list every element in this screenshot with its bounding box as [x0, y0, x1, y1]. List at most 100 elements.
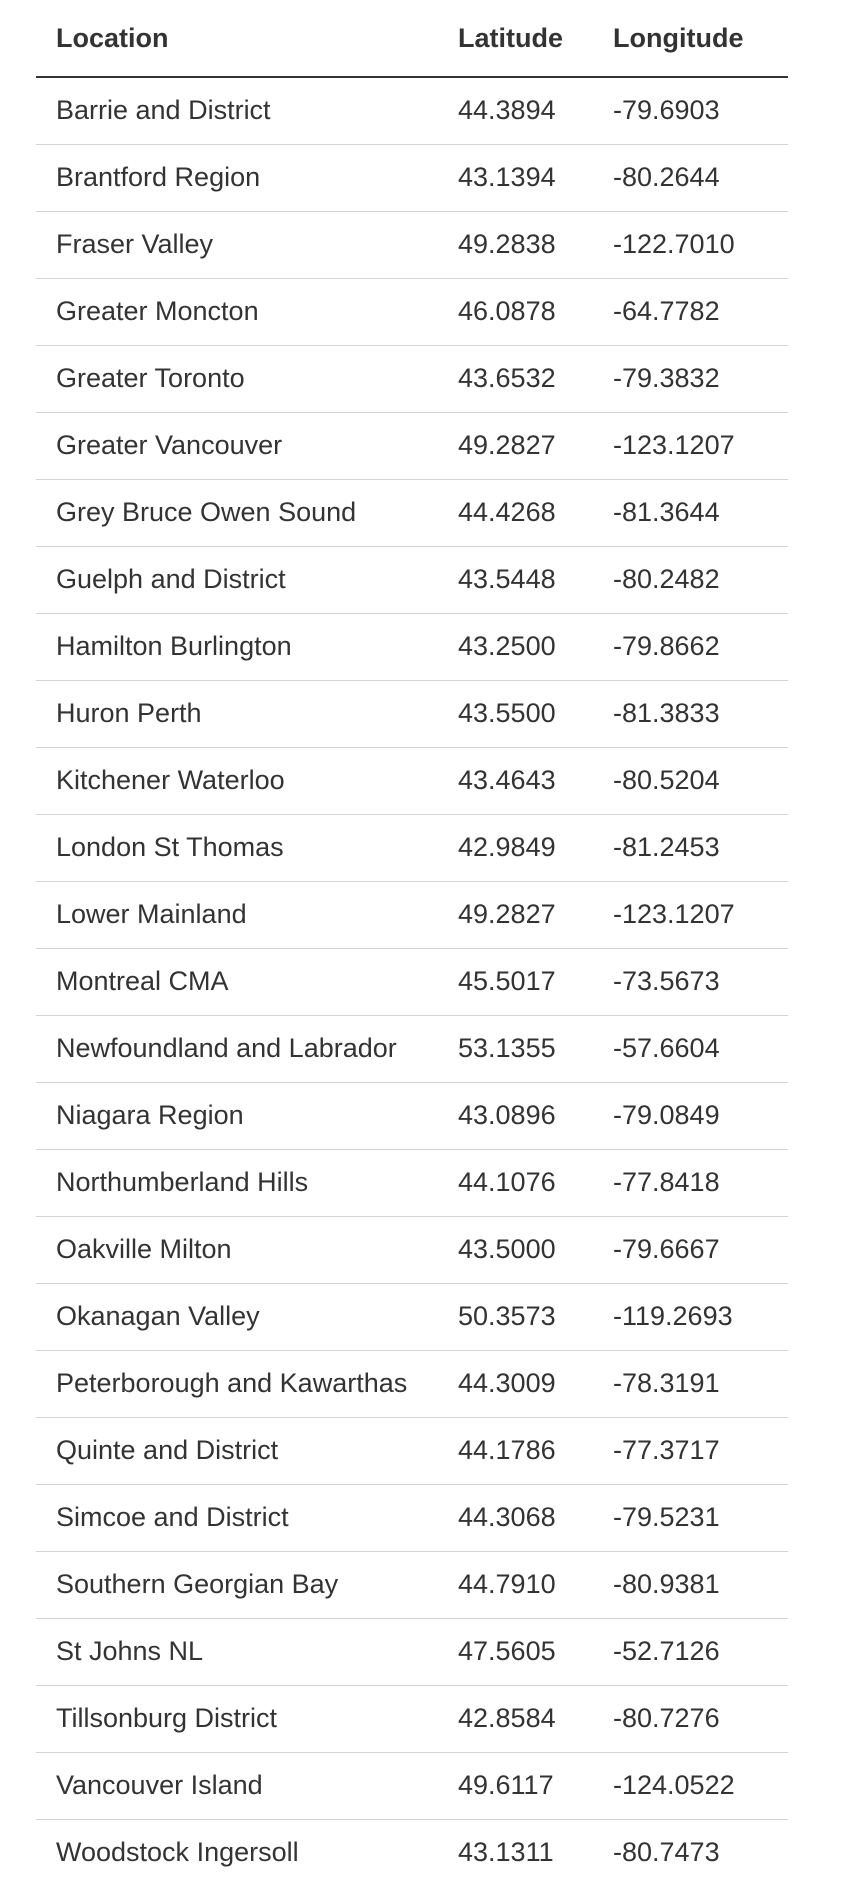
cell-longitude: -79.8662 — [593, 613, 788, 681]
table-row: Greater Vancouver 49.2827 -123.1207 — [36, 412, 788, 480]
location-table: Location Latitude Longitude Barrie and D… — [36, 0, 788, 1886]
cell-longitude: -79.0849 — [593, 1082, 788, 1150]
cell-latitude: 49.2827 — [438, 412, 593, 480]
cell-location: Montreal CMA — [36, 948, 438, 1016]
cell-location: Oakville Milton — [36, 1216, 438, 1284]
table-row: Oakville Milton 43.5000 -79.6667 — [36, 1216, 788, 1284]
cell-location: Guelph and District — [36, 546, 438, 614]
cell-location: Northumberland Hills — [36, 1149, 438, 1217]
cell-location: Fraser Valley — [36, 211, 438, 279]
cell-location: Quinte and District — [36, 1417, 438, 1485]
cell-latitude: 42.9849 — [438, 814, 593, 882]
table-row: Hamilton Burlington 43.2500 -79.8662 — [36, 613, 788, 681]
cell-longitude: -81.3833 — [593, 680, 788, 748]
cell-longitude: -122.7010 — [593, 211, 788, 279]
table-row: Simcoe and District 44.3068 -79.5231 — [36, 1484, 788, 1552]
cell-longitude: -79.6903 — [593, 77, 788, 145]
cell-latitude: 44.4268 — [438, 479, 593, 547]
table-body: Barrie and District 44.3894 -79.6903 Brantf… — [36, 77, 788, 1886]
cell-latitude: 42.8584 — [438, 1685, 593, 1753]
table-row: St Johns NL 47.5605 -52.7126 — [36, 1618, 788, 1686]
table-row: Kitchener Waterloo 43.4643 -80.5204 — [36, 747, 788, 815]
table-row: Greater Moncton 46.0878 -64.7782 — [36, 278, 788, 346]
table-row: Okanagan Valley 50.3573 -119.2693 — [36, 1283, 788, 1351]
table-row: Tillsonburg District 42.8584 -80.7276 — [36, 1685, 788, 1753]
cell-longitude: -80.7276 — [593, 1685, 788, 1753]
cell-location: Southern Georgian Bay — [36, 1551, 438, 1619]
cell-location: Kitchener Waterloo — [36, 747, 438, 815]
cell-latitude: 43.1311 — [458, 1837, 554, 1868]
table-row: Brantford Region 43.1394 -80.2644 — [36, 144, 788, 212]
table-row: Woodstock Ingersoll 43.1311 -80.7473 — [36, 1819, 788, 1886]
table-row: Guelph and District 43.5448 -80.2482 — [36, 546, 788, 614]
table-row: Peterborough and Kawarthas 44.3009 -78.319… — [36, 1350, 788, 1418]
cell-location: Niagara Region — [36, 1082, 438, 1150]
cell-location: London St Thomas — [36, 814, 438, 882]
cell-location: Vancouver Island — [36, 1752, 438, 1820]
cell-location: Barrie and District — [36, 77, 438, 145]
cell-longitude: -80.5204 — [593, 747, 788, 815]
cell-location: Tillsonburg District — [36, 1685, 438, 1753]
table-row: Niagara Region 43.0896 -79.0849 — [36, 1082, 788, 1150]
header-longitude: Longitude — [593, 0, 788, 78]
cell-latitude: 49.6117 — [438, 1752, 593, 1820]
cell-latitude: 43.5448 — [438, 546, 593, 614]
cell-latitude: 49.2838 — [438, 211, 593, 279]
table-row: Montreal CMA 45.5017 -73.5673 — [36, 948, 788, 1016]
cell-latitude: 43.5500 — [438, 680, 593, 748]
location-table-container: Location Latitude Longitude Barrie and D… — [36, 0, 788, 1886]
cell-location: Grey Bruce Owen Sound — [36, 479, 438, 547]
cell-longitude: -81.3644 — [593, 479, 788, 547]
cell-longitude: -77.8418 — [593, 1149, 788, 1217]
table-row: Southern Georgian Bay 44.7910 -80.9381 — [36, 1551, 788, 1619]
cell-latitude: 43.6532 — [438, 345, 593, 413]
cell-location: Huron Perth — [36, 680, 438, 748]
cell-longitude: -79.3832 — [593, 345, 788, 413]
table-row: Grey Bruce Owen Sound 44.4268 -81.3644 — [36, 479, 788, 547]
table-row: Newfoundland and Labrador 53.1355 -57.6604 — [36, 1015, 788, 1083]
table-row: Greater Toronto 43.6532 -79.3832 — [36, 345, 788, 413]
cell-longitude: -123.1207 — [593, 881, 788, 949]
cell-longitude: -80.2482 — [593, 546, 788, 614]
table-row: Northumberland Hills 44.1076 -77.8418 — [36, 1149, 788, 1217]
cell-latitude: 45.5017 — [438, 948, 593, 1016]
cell-latitude: 44.3068 — [438, 1484, 593, 1552]
cell-longitude: -73.5673 — [593, 948, 788, 1016]
cell-longitude: -80.9381 — [593, 1551, 788, 1619]
cell-latitude: 43.4643 — [438, 747, 593, 815]
cell-longitude: -79.5231 — [593, 1484, 788, 1552]
header-latitude: Latitude — [438, 0, 593, 78]
cell-longitude: -64.7782 — [593, 278, 788, 346]
cell-latitude: 43.1394 — [438, 144, 593, 212]
cell-latitude: 44.3009 — [438, 1350, 593, 1418]
table-row: Fraser Valley 49.2838 -122.7010 — [36, 211, 788, 279]
table-row: Vancouver Island 49.6117 -124.0522 — [36, 1752, 788, 1820]
cell-longitude: -124.0522 — [593, 1752, 788, 1820]
cell-latitude: 47.5605 — [438, 1618, 593, 1686]
cell-location: Brantford Region — [36, 144, 438, 212]
cell-location: St Johns NL — [36, 1618, 438, 1686]
cell-longitude: -119.2693 — [593, 1283, 788, 1351]
cell-latitude: 49.2827 — [438, 881, 593, 949]
table-row: Quinte and District 44.1786 -77.3717 — [36, 1417, 788, 1485]
table-row: Barrie and District 44.3894 -79.6903 — [36, 77, 788, 145]
table-row: London St Thomas 42.9849 -81.2453 — [36, 814, 788, 882]
cell-latitude: 46.0878 — [438, 278, 593, 346]
cell-location: Woodstock Ingersoll — [56, 1837, 299, 1868]
cell-longitude: -79.6667 — [593, 1216, 788, 1284]
cell-location: Greater Vancouver — [36, 412, 438, 480]
cell-longitude: -81.2453 — [593, 814, 788, 882]
header-location: Location — [36, 0, 438, 78]
cell-longitude: -80.7473 — [613, 1837, 720, 1868]
cell-latitude: 53.1355 — [438, 1015, 593, 1083]
cell-location: Simcoe and District — [36, 1484, 438, 1552]
cell-location: Lower Mainland — [36, 881, 438, 949]
cell-latitude: 44.3894 — [438, 77, 593, 145]
cell-longitude: -123.1207 — [593, 412, 788, 480]
cell-longitude: -78.3191 — [593, 1350, 788, 1418]
table-row: Lower Mainland 49.2827 -123.1207 — [36, 881, 788, 949]
cell-location: Newfoundland and Labrador — [36, 1015, 438, 1083]
cell-latitude: 43.5000 — [438, 1216, 593, 1284]
header-row: Location Latitude Longitude — [36, 0, 788, 78]
table-row: Huron Perth 43.5500 -81.3833 — [36, 680, 788, 748]
